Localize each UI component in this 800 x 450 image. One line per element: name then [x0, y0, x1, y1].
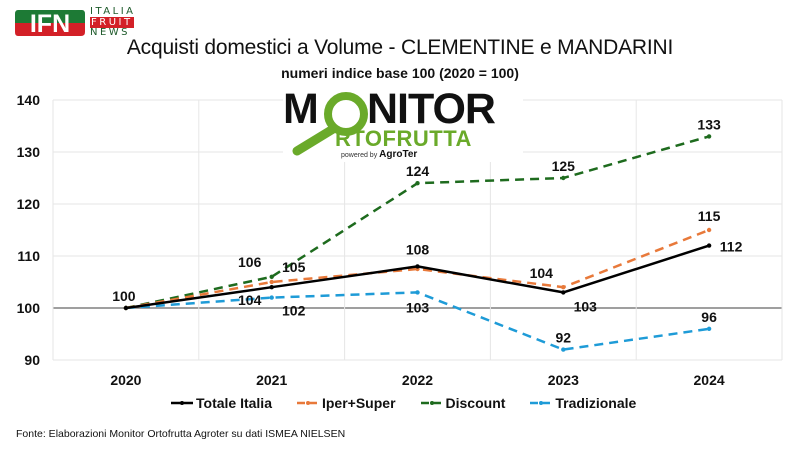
legend-swatch-iper [296, 401, 319, 405]
monitor-word: NITOR [367, 85, 496, 133]
legend-item-iper: Iper+Super [296, 395, 396, 411]
data-label-tradizionale: 102 [282, 303, 306, 319]
legend-item-tradizionale: Tradizionale [529, 395, 636, 411]
monitor-m: M [283, 85, 319, 133]
legend-label: Discount [445, 395, 506, 411]
ifn-line-news: NEWS [90, 27, 131, 38]
data-label-iper: 105 [282, 259, 306, 275]
legend-item-totale: Totale Italia [170, 395, 272, 411]
data-label-discount: 106 [238, 254, 262, 270]
y-tick-label: 140 [17, 92, 41, 108]
y-tick-label: 100 [17, 300, 41, 316]
monitor-ortofrutta-logo: M NITOR RTOFRUTTA powered by AgroTer [283, 87, 523, 162]
data-point-discount [706, 134, 712, 139]
data-point-discount [561, 175, 566, 181]
x-tick-label: 2021 [256, 372, 287, 388]
data-point-tradizionale [706, 326, 712, 331]
data-point-iper [561, 285, 566, 290]
legend-label: Totale Italia [196, 395, 272, 411]
y-tick-label: 90 [24, 352, 40, 368]
monitor-powered-by: powered by AgroTer [341, 149, 417, 160]
ifn-line-fruit: FRUIT [90, 16, 134, 28]
data-point-totale [415, 264, 420, 269]
data-point-totale [561, 290, 566, 295]
data-label-totale: 104 [238, 292, 262, 308]
chart-title: Acquisti domestici a Volume - CLEMENTINE… [126, 36, 674, 59]
powered-by-text: powered by [341, 152, 378, 159]
x-tick-label: 2024 [694, 372, 725, 388]
data-point-tradizionale [269, 295, 274, 300]
data-point-tradizionale [561, 347, 566, 352]
data-point-totale [269, 285, 274, 290]
data-label-discount: 125 [552, 158, 576, 174]
data-point-iper [269, 279, 274, 285]
data-label-tradizionale: 103 [406, 299, 430, 315]
data-label-totale: 100 [112, 288, 136, 304]
legend-swatch-discount [420, 401, 443, 405]
y-tick-label: 110 [17, 248, 40, 264]
monitor-ortofrutta-word: RTOFRUTTA [335, 126, 472, 151]
data-point-tradizionale [415, 290, 420, 295]
data-point-totale [123, 305, 129, 311]
data-point-discount [269, 274, 274, 279]
data-label-tradizionale: 92 [556, 330, 572, 346]
source-note: Fonte: Elaborazioni Monitor Ortofrutta A… [16, 428, 346, 440]
data-label-totale: 112 [720, 239, 743, 255]
ifn-wordmark: ITALIA FRUIT NEWS [90, 6, 136, 39]
legend-swatch-totale [171, 401, 193, 405]
ifn-line-italia: ITALIA [90, 6, 136, 17]
x-tick-label: 2023 [548, 372, 579, 388]
legend-swatch-tradizionale [530, 401, 553, 405]
magnifier-icon [292, 92, 368, 156]
x-tick-label: 2022 [402, 372, 433, 388]
chart-legend: Totale Italia Iper+Super Discount Tradizion… [170, 395, 636, 411]
data-label-totale: 108 [406, 241, 430, 257]
data-label-tradizionale: 96 [701, 309, 717, 325]
series-line-iper [125, 228, 710, 310]
x-tick-label: 2020 [110, 372, 141, 388]
legend-label: Tradizionale [555, 395, 637, 411]
y-tick-label: 120 [17, 196, 41, 212]
data-label-totale: 103 [574, 298, 598, 314]
ifn-mark: IFN [30, 10, 70, 38]
data-label-iper: 104 [530, 265, 554, 281]
data-point-discount [415, 181, 420, 186]
data-label-iper: 115 [698, 208, 721, 224]
y-tick-label: 130 [17, 144, 41, 160]
data-point-iper [706, 227, 712, 233]
series-line-discount [125, 135, 710, 310]
ifn-logo: IFN [15, 10, 85, 38]
legend-label: Iper+Super [321, 395, 396, 411]
data-point-totale [706, 243, 712, 248]
data-label-discount: 124 [406, 163, 430, 179]
data-label-discount: 133 [697, 116, 721, 132]
chart-subtitle: numeri indice base 100 (2020 = 100) [281, 65, 519, 81]
legend-item-discount: Discount [420, 395, 506, 411]
agroter-brand: AgroTer [379, 149, 418, 160]
